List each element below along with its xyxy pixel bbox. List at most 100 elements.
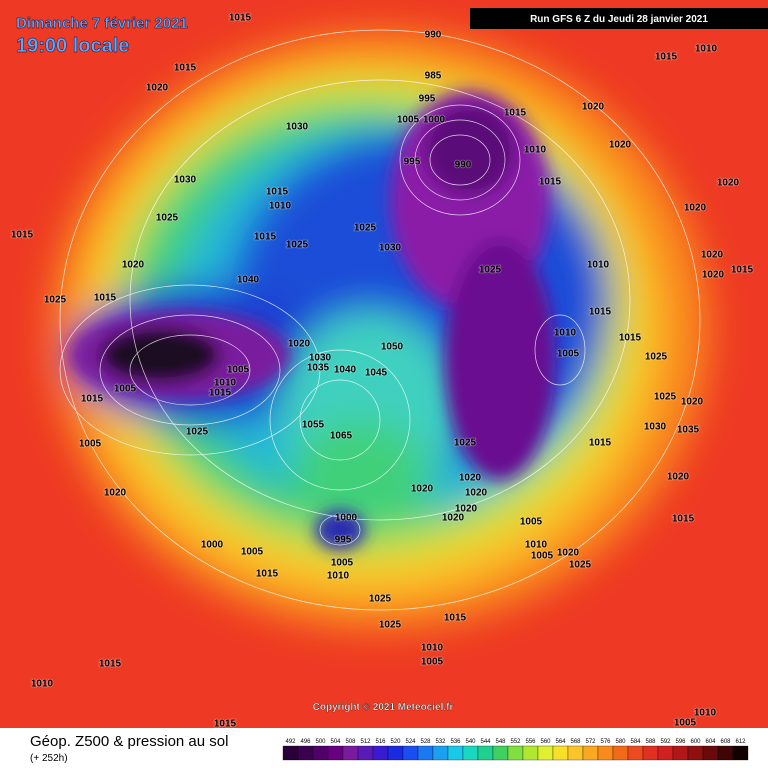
scale-swatch bbox=[462, 745, 479, 761]
scale-label: 496 bbox=[300, 739, 311, 745]
scale-swatch bbox=[537, 745, 554, 761]
isobar-label: 1030 bbox=[379, 243, 402, 254]
scale-swatch bbox=[282, 745, 299, 761]
isobar-label: 1010 bbox=[421, 643, 444, 654]
scale-swatch bbox=[477, 745, 494, 761]
scale-label: 584 bbox=[630, 739, 641, 745]
isobar-label: 1025 bbox=[479, 265, 502, 276]
isobar-label: 1010 bbox=[214, 378, 237, 389]
scale-swatch bbox=[417, 745, 434, 761]
isobar-label: 1025 bbox=[44, 295, 67, 306]
isobar-label: 1050 bbox=[381, 342, 404, 353]
scale-swatch bbox=[327, 745, 344, 761]
isobar-label: 1010 bbox=[525, 540, 548, 551]
scale-swatch bbox=[702, 745, 719, 761]
scale-label: 528 bbox=[420, 739, 431, 745]
isobar-label: 1020 bbox=[288, 339, 311, 350]
scale-label: 536 bbox=[450, 739, 461, 745]
low-centers bbox=[70, 90, 555, 550]
scale-swatch bbox=[627, 745, 644, 761]
isobar-label: 1040 bbox=[237, 275, 260, 286]
scale-label: 492 bbox=[285, 739, 296, 745]
isobar-label: 1015 bbox=[444, 613, 467, 624]
isobar-label: 1015 bbox=[256, 569, 279, 580]
scale-swatch bbox=[297, 745, 314, 761]
isobar-label: 1045 bbox=[365, 368, 388, 379]
scale-swatch bbox=[402, 745, 419, 761]
isobar-label: 1015 bbox=[254, 232, 277, 243]
isobar-label: 1020 bbox=[702, 270, 725, 281]
scale-label: 512 bbox=[360, 739, 371, 745]
forecast-date: Dimanche 7 février 2021 bbox=[16, 15, 188, 32]
isobar-label: 1015 bbox=[174, 63, 197, 74]
scale-swatch bbox=[732, 745, 749, 761]
scale-label: 572 bbox=[585, 739, 596, 745]
isobar-label: 1030 bbox=[309, 353, 332, 364]
isobar-label: 1020 bbox=[684, 203, 707, 214]
isobar-label: 1025 bbox=[569, 560, 592, 571]
scale-label: 516 bbox=[375, 739, 386, 745]
isobar-label: 1010 bbox=[31, 679, 54, 690]
scale-label: 508 bbox=[345, 739, 356, 745]
isobar-label: 1055 bbox=[302, 420, 325, 431]
scale-swatch bbox=[432, 745, 449, 761]
isobar-label: 1015 bbox=[539, 177, 562, 188]
scale-swatch bbox=[552, 745, 569, 761]
isobar-label: 1005 bbox=[531, 551, 554, 562]
isobar-label: 1005 bbox=[520, 517, 543, 528]
isobar-label: 1020 bbox=[701, 250, 724, 261]
scale-label: 500 bbox=[315, 739, 326, 745]
isobar-label: 1020 bbox=[582, 102, 605, 113]
scale-swatch bbox=[612, 745, 629, 761]
scale-label: 504 bbox=[330, 739, 341, 745]
footer-lead: (+ 252h) bbox=[30, 753, 68, 764]
scale-label: 580 bbox=[615, 739, 626, 745]
isobar-label: 1020 bbox=[557, 548, 580, 559]
scale-label: 548 bbox=[495, 739, 506, 745]
isobar-label: 1015 bbox=[81, 394, 104, 405]
isobar-lines bbox=[59, 29, 701, 611]
isobar-label: 1025 bbox=[286, 240, 309, 251]
isobar-label: 1035 bbox=[677, 425, 700, 436]
scale-swatch bbox=[657, 745, 674, 761]
scale-label: 568 bbox=[570, 739, 581, 745]
scale-label: 588 bbox=[645, 739, 656, 745]
scale-label: 600 bbox=[690, 739, 701, 745]
scale-label: 556 bbox=[525, 739, 536, 745]
isobar-label: 1025 bbox=[645, 352, 668, 363]
scale-label: 596 bbox=[675, 739, 686, 745]
scale-label: 612 bbox=[735, 739, 746, 745]
isobar-label: 1015 bbox=[672, 514, 695, 525]
scale-swatch bbox=[687, 745, 704, 761]
isobar-label: 1015 bbox=[214, 719, 237, 730]
isobar-label: 1015 bbox=[504, 108, 527, 119]
scale-swatch bbox=[342, 745, 359, 761]
scale-swatch bbox=[642, 745, 659, 761]
isobar-label: 1020 bbox=[411, 484, 434, 495]
isobar-label: 1010 bbox=[269, 201, 292, 212]
scale-swatch bbox=[597, 745, 614, 761]
isobar-label: 1020 bbox=[455, 504, 478, 515]
scale-swatch bbox=[447, 745, 464, 761]
isobar-label: 1000 bbox=[335, 513, 358, 524]
scale-label: 520 bbox=[390, 739, 401, 745]
scale-swatch bbox=[582, 745, 599, 761]
isobar-label: 1015 bbox=[209, 388, 232, 399]
isobar-label: 1040 bbox=[334, 365, 357, 376]
run-banner bbox=[470, 8, 768, 29]
isobar-label: 1005 bbox=[331, 558, 354, 569]
isobar-label: 1020 bbox=[681, 397, 704, 408]
isobar-label: 1020 bbox=[717, 178, 740, 189]
color-scale: 492 496 500 504 508 512 516 520 524 528 532 536 540 5… bbox=[282, 739, 749, 761]
isobar-label: 1025 bbox=[186, 427, 209, 438]
scale-swatch bbox=[357, 745, 374, 761]
isobar-label: 1000 bbox=[423, 115, 446, 126]
isobar-label: 1005 bbox=[674, 718, 697, 729]
scale-swatch bbox=[387, 745, 404, 761]
isobar-label: 1010 bbox=[695, 44, 718, 55]
scale-swatch bbox=[507, 745, 524, 761]
isobar-label: 1015 bbox=[99, 659, 122, 670]
isobar-label: 1015 bbox=[619, 333, 642, 344]
isobar-label: 1005 bbox=[397, 115, 420, 126]
isobar-label: 1005 bbox=[241, 547, 264, 558]
